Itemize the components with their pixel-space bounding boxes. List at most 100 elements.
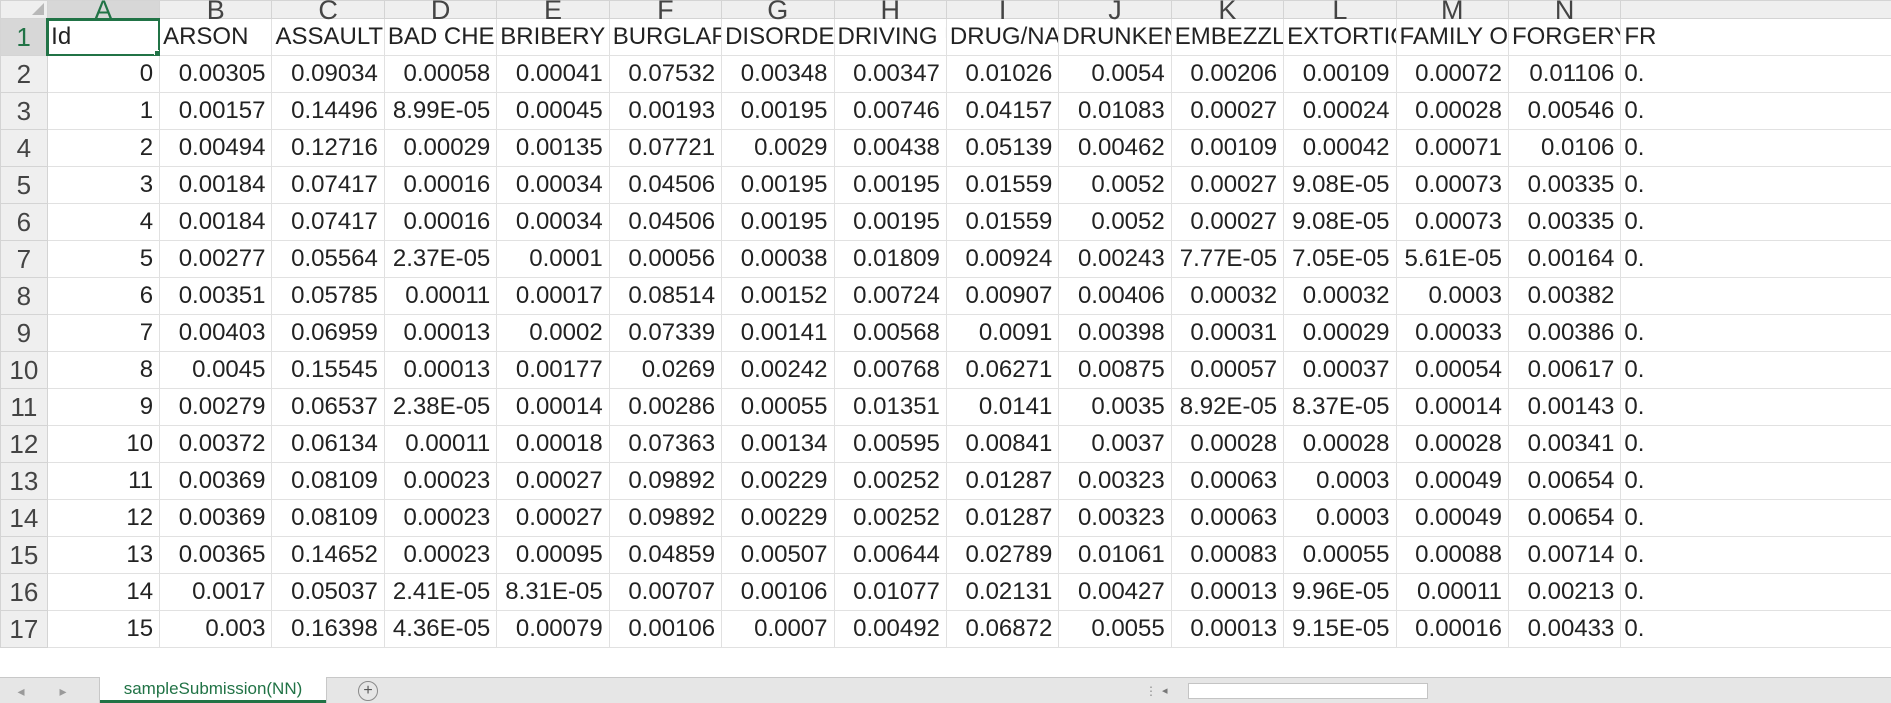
cell[interactable]: 0.01559 <box>945 166 1060 204</box>
row-header[interactable]: 14 <box>0 499 48 537</box>
cell[interactable]: 0.01559 <box>945 203 1060 241</box>
cell[interactable]: 0.00028 <box>1395 92 1509 130</box>
scroll-left-icon[interactable]: ◂ <box>1162 685 1168 697</box>
cell[interactable]: 0.00023 <box>383 499 498 537</box>
cell[interactable]: 0.07417 <box>271 203 385 241</box>
row-header[interactable]: 11 <box>0 388 48 426</box>
row-header[interactable]: 3 <box>0 92 48 130</box>
cell[interactable]: 7.05E-05 <box>1283 240 1397 278</box>
cell[interactable]: 0.00063 <box>1170 462 1285 500</box>
cell[interactable]: 0.00507 <box>721 536 835 574</box>
cell[interactable]: 0.00193 <box>608 92 723 130</box>
cell[interactable]: 0.00243 <box>1058 240 1172 278</box>
cell[interactable]: 0.00433 <box>1507 610 1622 648</box>
cell[interactable]: 0.00462 <box>1058 129 1172 167</box>
cell[interactable]: 6 <box>46 277 161 315</box>
row-header[interactable]: 13 <box>0 462 48 500</box>
cell[interactable]: 0.00031 <box>1170 314 1285 352</box>
cell[interactable]: 0.00033 <box>1395 314 1509 352</box>
cell[interactable]: 0.00152 <box>721 277 835 315</box>
cell[interactable]: 14 <box>46 573 161 611</box>
cell[interactable]: 0.00372 <box>159 425 273 463</box>
cell[interactable]: 0.00157 <box>159 92 273 130</box>
cell[interactable]: 0.00242 <box>721 351 835 389</box>
column-title-cell[interactable]: ASSAULT <box>271 18 385 56</box>
cell[interactable]: 7.77E-05 <box>1170 240 1285 278</box>
row-header[interactable]: 9 <box>0 314 48 352</box>
cell[interactable]: 0.00568 <box>833 314 947 352</box>
cell[interactable]: 0.00032 <box>1283 277 1397 315</box>
cell[interactable]: 0.00724 <box>833 277 947 315</box>
column-header-k[interactable]: K <box>1170 0 1285 24</box>
cell[interactable]: 0. <box>1620 610 1891 648</box>
cell[interactable]: 0.0029 <box>721 129 835 167</box>
cell[interactable]: 0.01351 <box>833 388 947 426</box>
cell[interactable]: 0.00924 <box>945 240 1060 278</box>
column-title-cell[interactable]: EXTORTIC <box>1283 18 1397 56</box>
cell[interactable]: 0.00042 <box>1283 129 1397 167</box>
cell[interactable]: 0.00351 <box>159 277 273 315</box>
cell[interactable]: 0.0054 <box>1058 55 1172 93</box>
cell[interactable]: 0. <box>1620 166 1891 204</box>
column-title-cell[interactable]: ARSON <box>159 18 273 56</box>
cell[interactable]: 0.07417 <box>271 166 385 204</box>
cell[interactable]: 0.08109 <box>271 499 385 537</box>
column-header-j[interactable]: J <box>1058 0 1172 24</box>
cell[interactable]: 0.00011 <box>1395 573 1509 611</box>
cell[interactable]: 8.37E-05 <box>1283 388 1397 426</box>
cell[interactable]: 0.00041 <box>496 55 610 93</box>
cell[interactable]: 0. <box>1620 203 1891 241</box>
cell[interactable]: 0.00365 <box>159 536 273 574</box>
tab-splitter-icon[interactable]: ⋮ <box>1145 684 1157 698</box>
cell[interactable]: 0.00213 <box>1507 573 1622 611</box>
cell[interactable]: 0.00323 <box>1058 499 1172 537</box>
cell[interactable]: 0.00279 <box>159 388 273 426</box>
cell[interactable]: 0. <box>1620 388 1891 426</box>
row-header[interactable]: 15 <box>0 536 48 574</box>
cell[interactable]: 0.00492 <box>833 610 947 648</box>
cell[interactable]: 0.00707 <box>608 573 723 611</box>
cell[interactable]: 0.0017 <box>159 573 273 611</box>
cell[interactable]: 0.06959 <box>271 314 385 352</box>
cell[interactable]: 0.00028 <box>1395 425 1509 463</box>
cell[interactable]: 0.14496 <box>271 92 385 130</box>
cell[interactable]: 0.09034 <box>271 55 385 93</box>
cell[interactable]: 13 <box>46 536 161 574</box>
cell[interactable]: 8.92E-05 <box>1170 388 1285 426</box>
cell[interactable]: 0.00617 <box>1507 351 1622 389</box>
cell[interactable]: 2.41E-05 <box>383 573 498 611</box>
cell[interactable]: 0.00369 <box>159 499 273 537</box>
cell[interactable]: 0.01026 <box>945 55 1060 93</box>
cell[interactable]: 0.00654 <box>1507 462 1622 500</box>
cell[interactable]: 0.00106 <box>608 610 723 648</box>
cell[interactable]: 0.00016 <box>383 203 498 241</box>
cell[interactable]: 0.00083 <box>1170 536 1285 574</box>
cell[interactable]: 2.37E-05 <box>383 240 498 278</box>
cell[interactable]: 0.0106 <box>1507 129 1622 167</box>
cell[interactable]: 0.00347 <box>833 55 947 93</box>
cell[interactable]: 0.00143 <box>1507 388 1622 426</box>
cell[interactable]: 0.00023 <box>383 536 498 574</box>
cell[interactable]: 0.0269 <box>608 351 723 389</box>
cell[interactable]: 0.00768 <box>833 351 947 389</box>
cell[interactable]: 0.00017 <box>496 277 610 315</box>
cell[interactable]: 0.01061 <box>1058 536 1172 574</box>
cell[interactable]: 0.00072 <box>1395 55 1509 93</box>
add-sheet-icon[interactable]: + <box>358 681 378 701</box>
cell[interactable]: 0.00252 <box>833 462 947 500</box>
column-title-cell[interactable]: FORGERY <box>1507 18 1622 56</box>
cell[interactable]: 0.00195 <box>721 92 835 130</box>
cell[interactable]: 0.00063 <box>1170 499 1285 537</box>
cell[interactable]: 0.00305 <box>159 55 273 93</box>
cell[interactable]: 0.04506 <box>608 203 723 241</box>
cell[interactable]: 0.00027 <box>496 462 610 500</box>
cell[interactable]: 0. <box>1620 92 1891 130</box>
cell[interactable]: 0.12716 <box>271 129 385 167</box>
cell[interactable]: 0.00038 <box>721 240 835 278</box>
cell[interactable]: 0.0037 <box>1058 425 1172 463</box>
column-title-cell[interactable]: DRUG/NA <box>945 18 1060 56</box>
row-header[interactable]: 16 <box>0 573 48 611</box>
cell[interactable]: 0.00595 <box>833 425 947 463</box>
row-header[interactable]: 7 <box>0 240 48 278</box>
cell[interactable]: 12 <box>46 499 161 537</box>
